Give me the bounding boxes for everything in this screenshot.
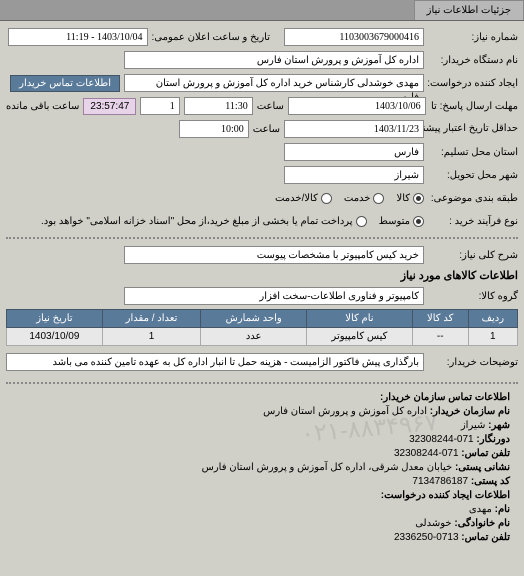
surname-label: نام خانوادگی: [454,518,510,529]
group-value: کامپیوتر و فناوری اطلاعات-سخت افزار [124,287,424,305]
th-name: نام کالا [307,310,413,328]
subject-label: شرح کلی نیاز: [428,250,518,261]
org-name-value: اداره کل آموزش و پرورش استان فارس [263,406,427,417]
td-code: -- [412,328,468,346]
th-unit: واحد شمارش [201,310,307,328]
radio-medium-item[interactable]: متوسط [379,216,424,227]
date-label: تاریخ و ساعت اعلان عمومی: [152,32,271,43]
postal-label: کد پستی: [471,476,510,487]
valid-date: 1403/11/23 [284,120,424,138]
city-value: شیراز [284,166,424,184]
divider-1 [6,237,518,239]
creator-phone-label: تلفن تماس: [461,532,510,543]
table-row[interactable]: 1 -- کیس کامپیوتر عدد 1 1403/10/09 [7,328,518,346]
remaining-label: ساعت باقی مانده [6,101,79,112]
radio-note [356,216,367,227]
time-label-2: ساعت [253,124,280,135]
th-code: کد کالا [412,310,468,328]
radio-goods[interactable] [413,193,424,204]
req-number-label: شماره نیاز: [428,32,518,43]
radio-both-label: کالا/خدمت [275,193,318,204]
radio-service-item[interactable]: خدمت [344,193,385,204]
td-qty: 1 [102,328,200,346]
type-label: طبقه بندی موضوعی: [428,193,518,204]
deadline-time: 11:30 [184,97,253,115]
radio-medium-label: متوسط [379,216,410,227]
radio-note-label: پرداخت تمام یا بخشی از مبلغ خرید،از محل … [41,216,353,227]
desc-value: بارگذاری پیش فاکتور الزامیست - هزینه حمل… [6,353,424,371]
phone-support-value: 32308244-071 [409,434,474,445]
req-number-value: 1103003679000416 [284,28,424,46]
type-radio-group: کالا خدمت کالا/خدمت [275,193,424,204]
time-label-1: ساعت [257,101,284,112]
group-label: گروه کالا: [428,291,518,302]
date-value: 1403/10/04 - 11:19 [8,28,148,46]
creator-phone-value: 2336250-0713 [394,532,459,543]
min-valid-label: حداقل تاریخ اعتبار پیشنهاد: تا تاریخ: [428,124,518,134]
org-label: نام دستگاه خریدار: [428,55,518,66]
contact-title: اطلاعات تماس سازمان خریدار: [380,392,510,403]
tab-details[interactable]: جزئیات اطلاعات نیاز [414,0,524,20]
radio-goods-item[interactable]: کالا [396,193,424,204]
deadline-date: 1403/10/06 [288,97,426,115]
deadline-label: مهلت ارسال پاسخ: تا [430,101,518,112]
phone-support-label: دورنگار: [476,434,510,445]
org-name-label: نام سازمان خریدار: [430,406,510,417]
creator-title: اطلاعات ایجاد کننده درخواست: [381,490,510,501]
goods-info-title: اطلاعات کالاهای مورد نیاز [6,269,518,282]
radio-service[interactable] [373,193,384,204]
radio-note-item: پرداخت تمام یا بخشی از مبلغ خرید،از محل … [41,216,367,227]
name-value: مهدی [469,504,492,515]
desc-label: توضیحات خریدار: [428,357,518,368]
requester-value: مهدی خوشدلی کارشناس خرید اداره کل آموزش … [124,74,424,92]
contact-button[interactable]: اطلاعات تماس خریدار [10,75,120,92]
goods-table: ردیف کد کالا نام کالا واحد شمارش تعداد /… [6,309,518,346]
address-value: خیابان معدل شرقی، اداره کل آموزش و پرورش… [202,462,453,473]
org-value: اداره کل آموزش و پرورش استان فارس [124,51,424,69]
radio-both-item[interactable]: کالا/خدمت [275,193,332,204]
requester-label: ایجاد کننده درخواست: [428,78,518,89]
th-qty: تعداد / مقدار [102,310,200,328]
td-row: 1 [468,328,517,346]
tab-header: جزئیات اطلاعات نیاز [0,0,524,21]
contact-city-value: شیراز [461,420,486,431]
purchase-radio-group: متوسط پرداخت تمام یا بخشی از مبلغ خرید،ا… [41,216,424,227]
contact-city-label: شهر: [488,420,510,431]
countdown-timer: 23:57:47 [83,98,136,115]
day-count: 1 [140,97,179,115]
location-value: فارس [284,143,424,161]
phone-value: 32308244-071 [394,448,459,459]
postal-value: 7134786187 [412,476,468,487]
surname-value: خوشدلی [415,518,451,529]
radio-goods-label: کالا [396,193,410,204]
radio-medium[interactable] [413,216,424,227]
radio-service-label: خدمت [344,193,371,204]
td-date: 1403/10/09 [7,328,103,346]
td-unit: عدد [201,328,307,346]
purchase-label: نوع فرآیند خرید : [428,216,518,227]
content-area: شماره نیاز: 1103003679000416 تاریخ و ساع… [0,21,524,560]
valid-time: 10:00 [179,120,249,138]
phone-label: تلفن تماس: [461,448,510,459]
location-label: استان محل تسلیم: [428,147,518,158]
contact-section: ۰۲۱-۸۸۳۴۹۶۷ اطلاعات تماس سازمان خریدار: … [6,382,518,554]
table-header-row: ردیف کد کالا نام کالا واحد شمارش تعداد /… [7,310,518,328]
th-date: تاریخ نیاز [7,310,103,328]
th-row: ردیف [468,310,517,328]
td-name: کیس کامپیوتر [307,328,413,346]
city-label: شهر محل تحویل: [428,170,518,181]
radio-both[interactable] [321,193,332,204]
name-label: نام: [495,504,510,515]
address-label: نشانی پستی: [455,462,510,473]
subject-value: خرید کیس کامپیوتر با مشخصات پیوست [124,246,424,264]
